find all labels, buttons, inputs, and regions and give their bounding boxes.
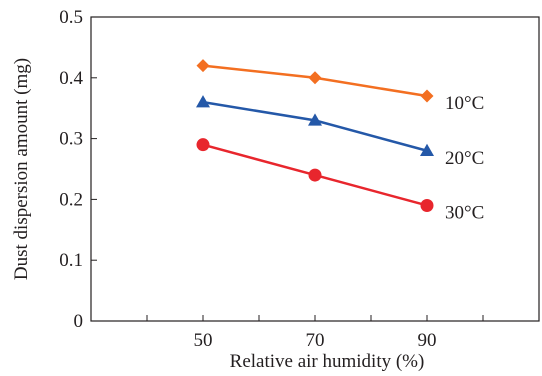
- data-point-diamond: [308, 71, 322, 85]
- y-tick-label: 0.5: [59, 7, 83, 28]
- y-tick-label: 0.3: [59, 129, 83, 150]
- data-point-circle: [308, 168, 322, 182]
- y-tick-label: 0.2: [59, 189, 83, 210]
- series-line: [202, 100, 428, 152]
- axes: 0 0.1 0.2 0.3 0.4 0.5 50 70 90: [59, 7, 540, 351]
- series-3: 30°C: [196, 138, 484, 223]
- data-point-circle: [196, 138, 210, 152]
- y-tick-label: 0: [74, 311, 84, 332]
- series-1: 10°C: [196, 59, 484, 114]
- y-axis-label: Dust dispersion amount (mg): [11, 58, 32, 280]
- data-point-diamond: [420, 89, 434, 103]
- x-tick-label: 90: [418, 330, 437, 351]
- x-tick-label: 50: [194, 330, 213, 351]
- series-label: 10°C: [445, 93, 484, 114]
- series-label: 20°C: [445, 148, 484, 169]
- data-point-circle: [420, 198, 434, 212]
- data-point-triangle: [308, 113, 322, 126]
- x-tick-label: 70: [306, 330, 325, 351]
- series-label: 30°C: [445, 202, 484, 223]
- data-point-diamond: [196, 59, 210, 73]
- x-axis-label: Relative air humidity (%): [230, 351, 425, 372]
- data-point-triangle: [196, 95, 210, 108]
- data-point-triangle: [420, 143, 434, 157]
- y-tick-label: 0.1: [59, 250, 83, 271]
- y-tick-label: 0.4: [59, 68, 83, 89]
- series-group: 10°C 20°C 30°C: [196, 59, 484, 223]
- series-2: 20°C: [196, 95, 484, 169]
